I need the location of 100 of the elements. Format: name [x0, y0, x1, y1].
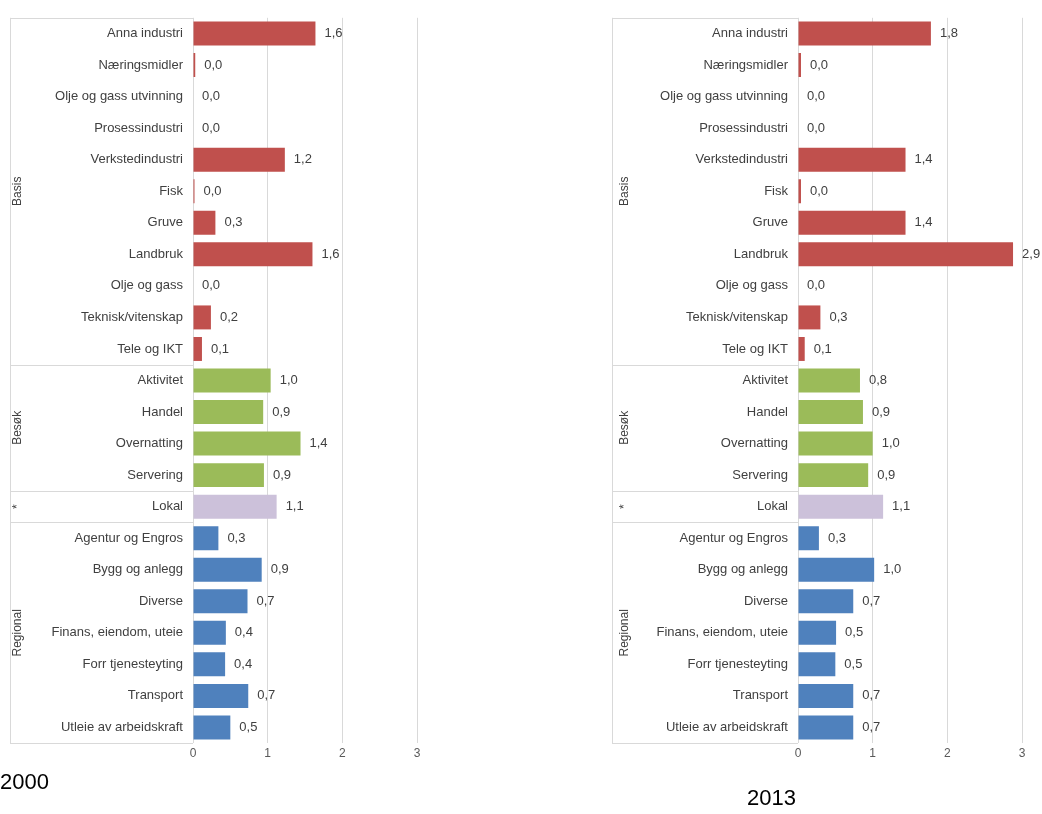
y-tick-label: Verkstedindustri [90, 151, 184, 167]
bar [798, 620, 837, 645]
bar [193, 431, 301, 456]
y-tick-label: Gruve [752, 214, 788, 230]
bar [798, 652, 836, 677]
bar [193, 589, 248, 614]
y-tick-label: Finans, eiendom, uteie [656, 624, 788, 640]
bar [193, 21, 316, 46]
bar [798, 431, 873, 456]
bar [193, 620, 226, 645]
y-tick-label: Prosessindustri [94, 119, 184, 135]
y-tick-label: Forr tjenesteyting [687, 655, 788, 671]
data-label: 0,4 [234, 655, 253, 671]
bar [798, 400, 863, 425]
bar [193, 305, 211, 330]
bar [798, 242, 1014, 267]
text: Besøk [10, 409, 25, 445]
data-label: 1,6 [321, 245, 340, 261]
text: * [617, 503, 632, 509]
data-label: 1,0 [883, 561, 902, 577]
text: 2013 [747, 784, 796, 810]
bar [798, 494, 884, 519]
data-label: 1,0 [881, 435, 900, 451]
data-label: 0,9 [877, 466, 896, 482]
bar [193, 242, 313, 267]
bar [798, 147, 906, 172]
data-label: 0,0 [809, 182, 829, 198]
y-tick-label: Prosessindustri [699, 119, 789, 135]
data-label: 0,0 [807, 88, 826, 104]
data-label: 1,1 [285, 498, 304, 514]
y-tick-label: Teknisk/vitenskap [686, 309, 788, 324]
data-label: 0,7 [862, 592, 881, 608]
y-tick-label: Diverse [138, 592, 183, 608]
data-label: 0,9 [272, 403, 291, 419]
bar [193, 336, 202, 361]
y-tick-label: Tele og IKT [722, 340, 789, 356]
y-tick-label: Finans, eiendom, uteie [51, 624, 183, 640]
data-label: 1,0 [279, 372, 298, 388]
data-label: 1,4 [309, 435, 328, 451]
y-tick-label: Servering [127, 466, 183, 482]
bar [193, 400, 264, 425]
bar [193, 715, 231, 740]
y-tick-label: Overnatting [115, 435, 183, 451]
y-tick-label: Utleie av arbeidskraft [60, 719, 184, 735]
y-tick-label: Olje og gass [715, 277, 789, 293]
data-label: 0,1 [210, 340, 230, 356]
data-label: 0,3 [829, 309, 848, 324]
data-label: 0,2 [219, 309, 238, 324]
y-tick-label: Aktivitet [137, 372, 184, 388]
text: Basis [10, 176, 25, 206]
data-label: 0,8 [868, 372, 888, 388]
text: * [10, 503, 25, 509]
data-label: 0,3 [227, 529, 246, 545]
y-tick-label: Bygg og anlegg [697, 561, 788, 577]
data-label: 0,0 [204, 56, 223, 72]
data-label: 0,5 [239, 719, 258, 735]
bar [798, 210, 906, 235]
data-label: 1,4 [914, 214, 933, 230]
bar [798, 589, 854, 614]
bar [193, 368, 271, 393]
x-tick-label: 1 [264, 745, 272, 760]
data-label: 0,7 [257, 687, 276, 703]
data-label: 0,0 [202, 119, 221, 135]
data-label: 0,4 [234, 624, 253, 640]
y-tick-label: Lokal [151, 498, 184, 514]
data-label: 1,6 [324, 25, 343, 41]
data-label: 1,1 [892, 498, 911, 514]
x-tick-label: 0 [189, 745, 197, 760]
data-label: 1,2 [293, 151, 312, 167]
bar [798, 463, 869, 488]
x-tick-label: 2 [338, 745, 346, 760]
y-tick-label: Lokal [756, 498, 789, 514]
y-tick-label: Bygg og anlegg [92, 561, 183, 577]
bar [193, 147, 285, 172]
y-tick-label: Handel [746, 403, 789, 419]
y-tick-label: Transport [732, 687, 789, 703]
y-tick-label: Olje og gass [110, 277, 184, 293]
x-tick-label: 3 [413, 745, 421, 760]
data-label: 0,0 [807, 119, 826, 135]
text: Regional [10, 609, 25, 657]
x-tick-label: 0 [794, 745, 802, 760]
text: 2000 [0, 768, 49, 794]
data-label: 0,0 [807, 277, 826, 293]
data-label: 0,0 [202, 88, 221, 104]
bar [193, 210, 216, 235]
y-tick-label: Diverse [743, 592, 788, 608]
text: Regional [617, 609, 632, 657]
y-tick-label: Utleie av arbeidskraft [665, 719, 789, 735]
y-tick-label: Servering [732, 466, 788, 482]
data-label: 0,5 [844, 655, 863, 671]
text: Basis [617, 176, 632, 206]
bar [798, 683, 854, 708]
y-tick-label: Handel [141, 403, 184, 419]
y-tick-label: Anna industri [712, 25, 789, 41]
y-tick-label: Fisk [159, 182, 184, 198]
bar [193, 683, 249, 708]
y-tick-label: Næringsmidler [98, 56, 184, 72]
bar [798, 21, 931, 46]
data-label: 0,0 [203, 182, 222, 198]
text: Besøk [617, 409, 632, 445]
